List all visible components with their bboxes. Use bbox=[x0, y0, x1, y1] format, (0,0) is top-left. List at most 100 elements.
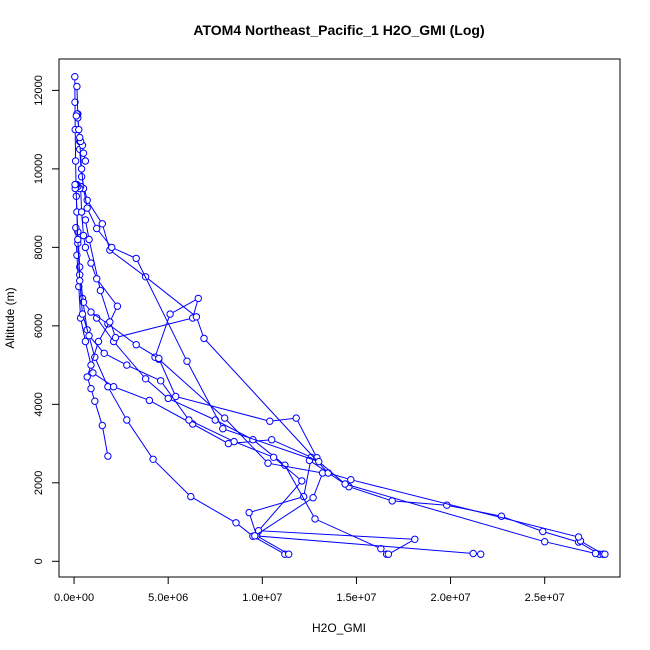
data-point bbox=[93, 224, 101, 233]
data-point bbox=[72, 112, 81, 120]
data-point bbox=[141, 375, 150, 383]
data-point bbox=[76, 133, 84, 142]
data-point bbox=[98, 421, 107, 430]
data-point bbox=[87, 308, 95, 316]
data-point bbox=[477, 550, 485, 558]
data-point bbox=[192, 313, 201, 321]
data-series bbox=[72, 110, 90, 165]
data-point bbox=[268, 436, 276, 444]
data-point bbox=[100, 349, 108, 357]
data-point bbox=[132, 341, 140, 349]
data-point bbox=[200, 334, 208, 343]
data-point bbox=[341, 480, 349, 488]
data-point bbox=[123, 416, 131, 424]
x-tick-label: 5.0e+06 bbox=[148, 592, 188, 604]
data-point bbox=[81, 216, 90, 224]
data-point bbox=[219, 425, 227, 433]
data-point bbox=[539, 527, 547, 536]
data-point bbox=[98, 220, 107, 228]
x-tick-label: 2.0e+07 bbox=[431, 592, 471, 604]
data-series bbox=[72, 180, 391, 558]
data-point bbox=[601, 550, 609, 558]
data-point bbox=[347, 476, 355, 484]
data-point bbox=[574, 533, 583, 541]
y-axis-label: Altitude (m) bbox=[3, 287, 17, 348]
data-point bbox=[109, 383, 118, 391]
chart-title: ATOM4 Northeast_Pacific_1 H2O_GMI (Log) bbox=[193, 22, 484, 38]
data-point bbox=[324, 469, 332, 477]
data-point bbox=[157, 377, 165, 385]
data-point bbox=[106, 318, 114, 326]
data-point bbox=[71, 98, 79, 106]
data-point bbox=[71, 157, 80, 165]
x-axis-label: H2O_GMI bbox=[312, 621, 366, 635]
data-series bbox=[71, 180, 84, 193]
data-point bbox=[77, 208, 86, 216]
data-point bbox=[285, 550, 293, 558]
data-point bbox=[104, 452, 112, 460]
data-point bbox=[87, 384, 95, 393]
data-point bbox=[87, 361, 95, 369]
data-point bbox=[269, 453, 278, 461]
data-point bbox=[81, 243, 90, 252]
data-point bbox=[264, 459, 272, 467]
data-point bbox=[172, 392, 180, 401]
data-point bbox=[230, 437, 238, 446]
data-point bbox=[591, 549, 600, 558]
data-point bbox=[73, 82, 81, 91]
data-point bbox=[541, 538, 549, 546]
series-line bbox=[75, 184, 387, 555]
data-point bbox=[81, 157, 90, 165]
data-point bbox=[469, 549, 477, 558]
x-tick-label: 2.5e+07 bbox=[525, 592, 565, 604]
data-point bbox=[298, 477, 306, 485]
data-point bbox=[311, 515, 319, 523]
series-line bbox=[90, 311, 600, 555]
data-point bbox=[292, 414, 300, 422]
y-tick-label: 2000 bbox=[33, 471, 45, 495]
data-point bbox=[221, 414, 229, 422]
data-point bbox=[149, 455, 157, 463]
y-axis: 0 2000 4000 6000 8000 10000 12000 bbox=[33, 75, 60, 564]
series-line bbox=[84, 219, 481, 555]
data-point bbox=[166, 310, 174, 318]
data-point bbox=[87, 259, 95, 267]
data-series bbox=[87, 308, 603, 558]
data-point bbox=[187, 492, 195, 501]
series-line bbox=[75, 227, 312, 555]
series-line bbox=[76, 86, 604, 555]
data-point bbox=[93, 275, 101, 283]
data-point bbox=[77, 173, 86, 181]
data-point bbox=[72, 224, 80, 232]
data-point bbox=[384, 550, 393, 558]
data-point bbox=[83, 373, 91, 381]
data-point bbox=[183, 357, 191, 365]
y-tick-label: 6000 bbox=[33, 314, 45, 338]
data-series bbox=[76, 182, 122, 460]
data-point bbox=[71, 73, 79, 81]
data-point bbox=[309, 494, 317, 502]
data-series bbox=[73, 82, 607, 558]
data-series bbox=[71, 73, 289, 558]
y-tick-label: 12000 bbox=[33, 75, 45, 106]
data-point bbox=[96, 286, 105, 295]
data-point bbox=[164, 394, 172, 403]
x-tick-label: 1.5e+07 bbox=[336, 592, 376, 604]
data-point bbox=[78, 310, 87, 318]
x-axis: 0.0e+00 5.0e+06 1.0e+07 1.5e+07 2.0e+07 2.5e+… bbox=[54, 576, 565, 604]
plot-frame bbox=[58, 58, 621, 578]
data-point bbox=[245, 508, 253, 517]
series-line bbox=[77, 239, 417, 555]
data-point bbox=[83, 204, 91, 212]
data-point bbox=[81, 337, 90, 346]
data-point bbox=[76, 277, 84, 285]
data-point bbox=[74, 235, 82, 244]
data-point bbox=[411, 535, 419, 543]
data-point bbox=[111, 333, 120, 342]
series-line bbox=[74, 76, 286, 555]
data-point bbox=[75, 125, 83, 134]
y-tick-label: 4000 bbox=[33, 392, 45, 416]
data-series bbox=[74, 235, 419, 558]
data-point bbox=[79, 149, 88, 157]
data-point bbox=[123, 361, 131, 369]
